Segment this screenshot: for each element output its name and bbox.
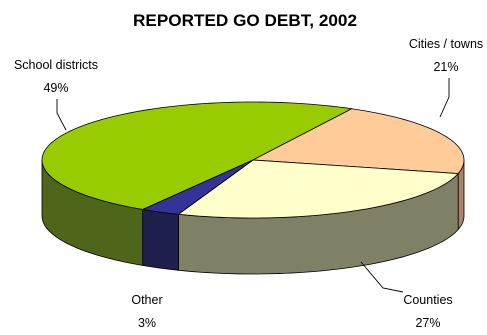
slice-label-cities-towns-name: Cities / towns <box>409 37 483 51</box>
chart-title: REPORTED GO DEBT, 2002 <box>133 11 357 30</box>
pie-top-faces <box>41 101 465 219</box>
pie-side-walls <box>41 159 465 275</box>
pie-slice-other <box>141 159 254 215</box>
pie-side-other <box>142 208 179 271</box>
slice-label-other-name: Other <box>131 293 162 307</box>
slice-label-school-districts-value: 49% <box>43 81 68 95</box>
slice-label-school-districts-name: School districts <box>14 58 98 72</box>
pie-slice-counties <box>177 159 460 219</box>
pie-slice-cities-towns <box>251 108 465 174</box>
leader-line-counties <box>360 261 404 293</box>
slice-label-counties-name: Counties <box>403 293 452 307</box>
leader-line-cities-towns <box>439 78 450 118</box>
pie-slice-school-districts <box>41 101 354 210</box>
slice-label-cities-towns-value: 21% <box>433 60 458 74</box>
leader-line-school-districts <box>56 99 67 131</box>
slice-label-counties-value: 27% <box>415 316 440 330</box>
slice-label-other-value: 3% <box>138 316 156 330</box>
